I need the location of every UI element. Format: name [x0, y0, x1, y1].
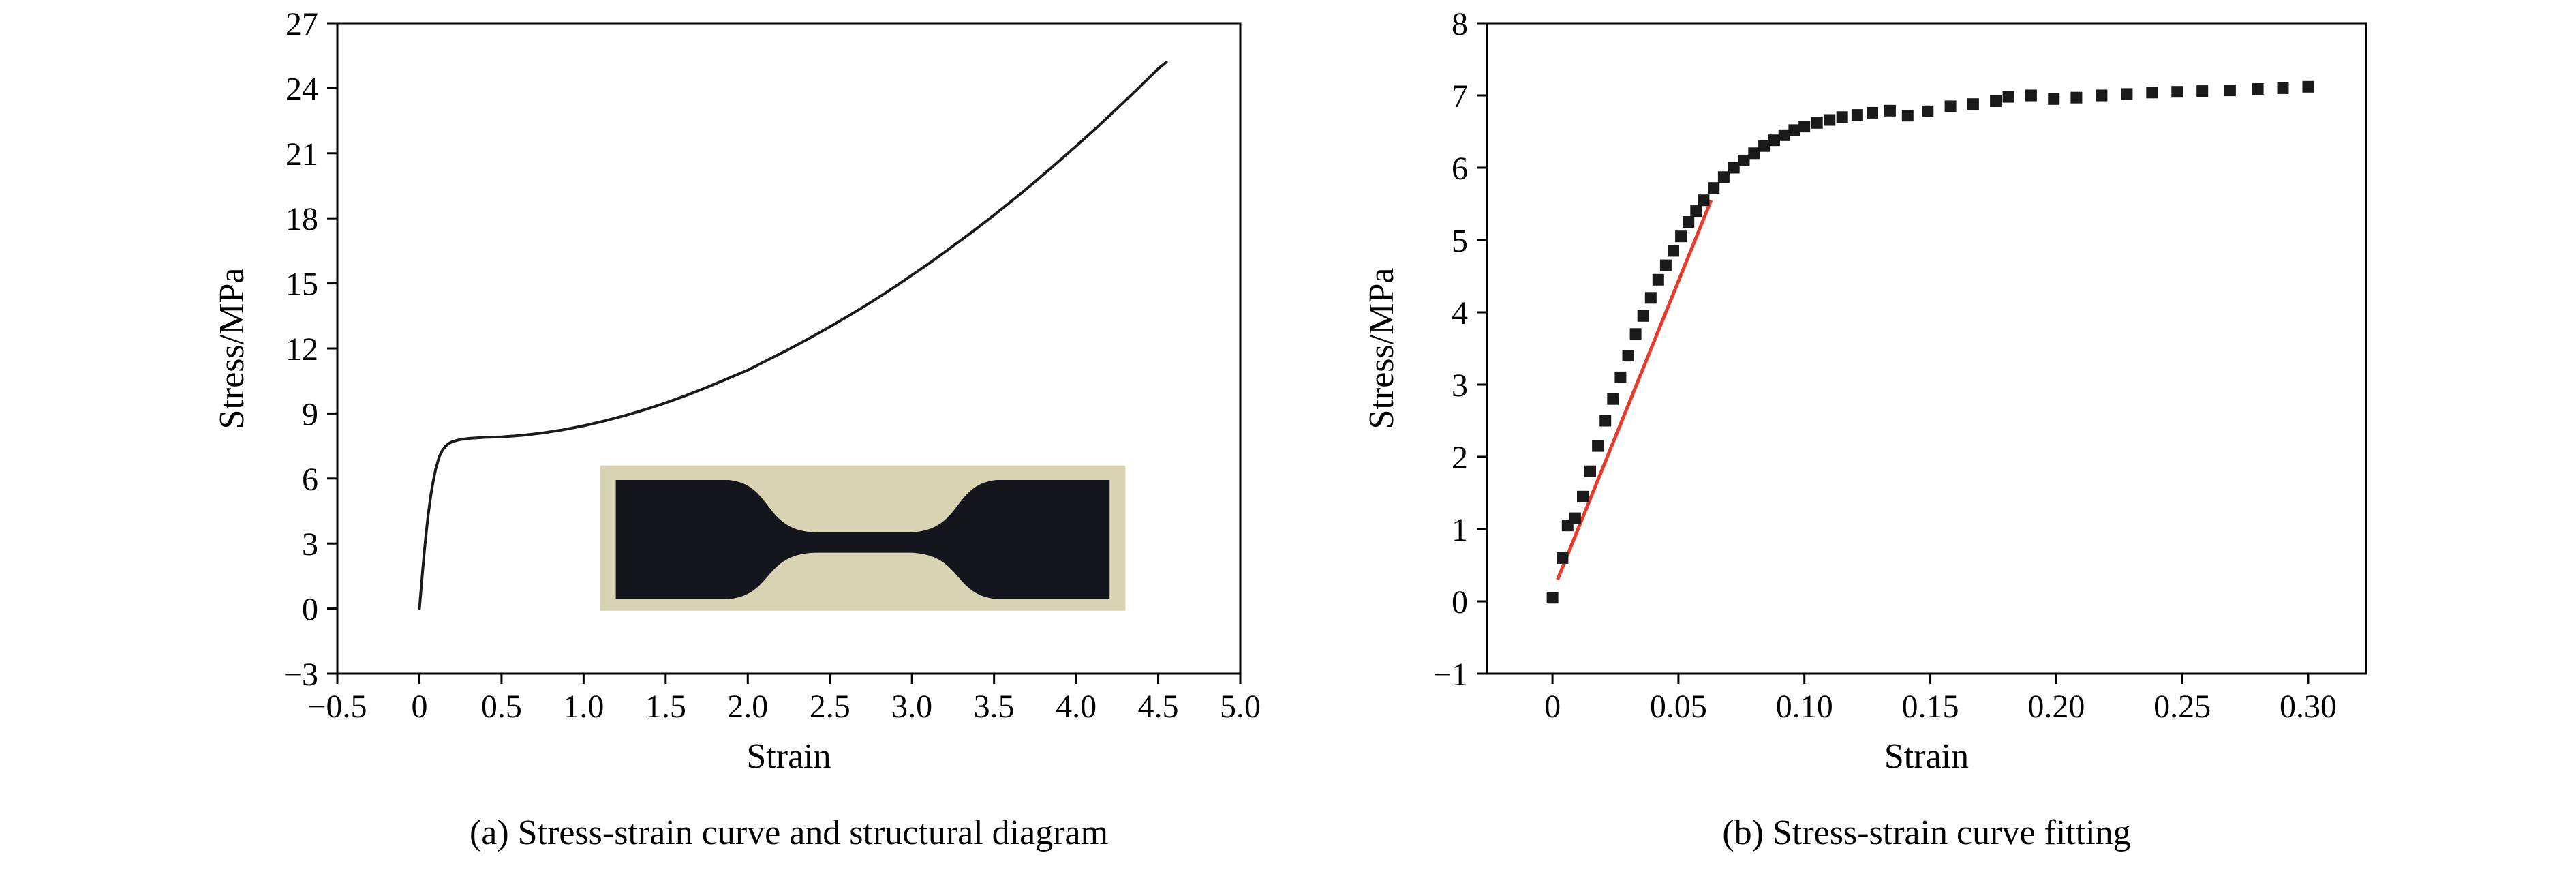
chart-b-canvas: 0 0.05 0.10 0.15 0.20 0.25 0.30 −1 0 1 2 3 4 5 6 7 8 Stra…: [1362, 6, 2367, 776]
svg-text:4.0: 4.0: [1056, 689, 1097, 725]
x-axis-title: Strain: [1884, 737, 1969, 776]
svg-text:24: 24: [286, 71, 318, 107]
panel-b: 0 0.05 0.10 0.15 0.20 0.25 0.30 −1 0 1 2 3 4 5 6 7 8 Stra…: [1288, 0, 2576, 870]
y-axis: −3 0 3 6 9 12 15 18 21 24 27: [283, 6, 337, 693]
scatter-points: [1546, 80, 2314, 604]
svg-text:5: 5: [1452, 223, 1468, 259]
inset-specimen-photo: [600, 465, 1126, 611]
svg-text:12: 12: [286, 331, 318, 368]
y-axis: −1 0 1 2 3 4 5 6 7 8: [1433, 6, 1487, 693]
svg-text:1: 1: [1452, 512, 1468, 548]
svg-text:0.30: 0.30: [2280, 689, 2337, 725]
svg-text:4.5: 4.5: [1138, 689, 1179, 725]
svg-text:1.0: 1.0: [563, 689, 604, 725]
y-axis-title: Stress/MPa: [1362, 268, 1401, 430]
svg-text:9: 9: [302, 396, 318, 432]
x-axis: −0.5 0 0.5 1.0 1.5 2.0 2.5 3.0 3.5 4.0 4.5 5.0: [307, 674, 1261, 725]
chart-a-canvas: −0.5 0 0.5 1.0 1.5 2.0 2.5 3.0 3.5 4.0 4.5 5.0 −3 0 3 6…: [213, 6, 1261, 776]
svg-text:6: 6: [1452, 151, 1468, 187]
svg-text:2.5: 2.5: [810, 689, 850, 725]
svg-text:0: 0: [1544, 689, 1561, 725]
svg-text:6: 6: [302, 462, 318, 498]
svg-text:5.0: 5.0: [1220, 689, 1261, 725]
panel-a: −0.5 0 0.5 1.0 1.5 2.0 2.5 3.0 3.5 4.0 4.5 5.0 −3 0 3 6…: [213, 6, 1261, 852]
data-curve: [418, 61, 1168, 610]
svg-text:−3: −3: [283, 657, 318, 693]
svg-text:0: 0: [302, 592, 318, 628]
x-axis-title: Strain: [746, 737, 831, 776]
x-axis: 0 0.05 0.10 0.15 0.20 0.25 0.30: [1544, 674, 2337, 725]
svg-text:0.05: 0.05: [1650, 689, 1707, 725]
svg-text:0.20: 0.20: [2027, 689, 2085, 725]
y-axis-title: Stress/MPa: [213, 268, 251, 430]
svg-text:3: 3: [1452, 368, 1468, 404]
svg-text:−1: −1: [1433, 657, 1468, 693]
svg-text:3.0: 3.0: [891, 689, 932, 725]
svg-text:2: 2: [1452, 440, 1468, 476]
svg-text:0.5: 0.5: [481, 689, 522, 725]
svg-text:0: 0: [1452, 584, 1468, 620]
svg-text:4: 4: [1452, 295, 1468, 331]
svg-text:7: 7: [1452, 78, 1468, 115]
svg-text:3.5: 3.5: [974, 689, 1015, 725]
svg-text:0.25: 0.25: [2153, 689, 2211, 725]
fit-line: [1556, 199, 1713, 581]
svg-text:1.5: 1.5: [645, 689, 686, 725]
plot-frame: [1486, 22, 2367, 675]
svg-text:3: 3: [302, 526, 318, 562]
svg-text:27: 27: [286, 6, 318, 42]
panel-a-caption: (a) Stress-strain curve and structural d…: [469, 813, 1109, 852]
svg-text:−0.5: −0.5: [307, 689, 367, 725]
dog-bone-specimen: [615, 480, 1110, 599]
svg-text:0: 0: [411, 689, 427, 725]
svg-text:0.15: 0.15: [1902, 689, 1959, 725]
svg-text:18: 18: [286, 201, 318, 237]
svg-text:2.0: 2.0: [727, 689, 768, 725]
panel-b-caption: (b) Stress-strain curve fitting: [1722, 813, 2131, 852]
svg-text:15: 15: [286, 267, 318, 303]
svg-text:21: 21: [286, 136, 318, 172]
svg-text:8: 8: [1452, 6, 1468, 42]
svg-text:0.10: 0.10: [1776, 689, 1833, 725]
